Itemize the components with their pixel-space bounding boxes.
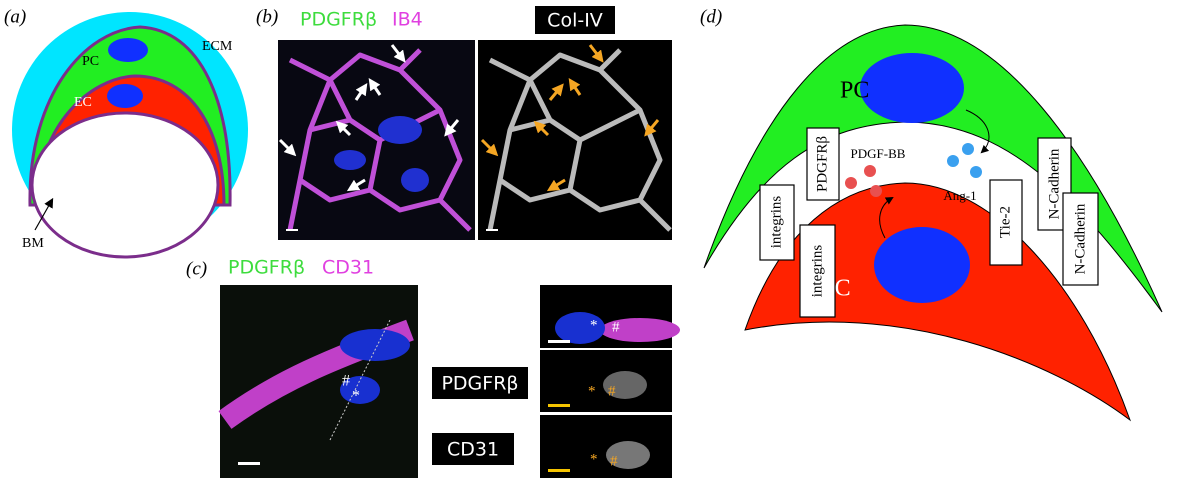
cadherin-box <box>1062 192 1099 286</box>
micrograph <box>540 415 672 478</box>
nuclei <box>378 116 422 144</box>
integrin-box <box>799 224 836 318</box>
panel-d: (d) PC EC PDGFRβ integrins integrins Tie… <box>700 6 1163 422</box>
ang1-molecule <box>962 143 974 155</box>
arrow <box>965 109 990 154</box>
arrow <box>346 178 366 192</box>
pericyte <box>703 24 1163 313</box>
stain-label: IB4 <box>392 9 423 31</box>
ang1-molecule <box>970 166 982 178</box>
marker: # <box>608 383 616 399</box>
scale-bar <box>548 340 570 343</box>
marker: # <box>612 319 620 335</box>
ligand-label: PDGF-BB <box>851 146 906 161</box>
nuclei <box>401 168 429 192</box>
nucleus <box>108 38 148 62</box>
nuclei <box>555 312 605 344</box>
bm-label: BM <box>22 236 44 251</box>
arrow <box>546 178 566 192</box>
stain-label: CD31 <box>322 257 374 279</box>
panel-label: (a) <box>4 6 26 27</box>
panel-label: (b) <box>256 6 278 27</box>
signal <box>603 371 647 399</box>
arrow <box>644 119 660 137</box>
arrow <box>879 196 894 239</box>
arrow <box>278 138 297 157</box>
nucleus <box>860 53 964 123</box>
scale-bar <box>548 469 570 472</box>
marker: * <box>588 383 596 399</box>
scale-bar <box>486 229 498 231</box>
pc-label: PC <box>82 54 99 69</box>
arrow <box>480 138 499 157</box>
nucleus <box>107 84 143 108</box>
arrow <box>444 119 460 137</box>
lumen <box>30 111 220 259</box>
stain-label: PDGFRβ <box>300 9 377 31</box>
marker: # <box>342 373 350 390</box>
cadherin-label: N-Cadherin <box>1072 203 1088 274</box>
ec-label: EC <box>74 95 92 110</box>
pdgf-bb-molecule <box>870 185 882 197</box>
nuclei <box>334 150 366 170</box>
stain-label: PDGFRβ <box>228 257 305 279</box>
panel-label: (d) <box>700 6 722 27</box>
nuclei <box>340 376 380 404</box>
pc-label: PC <box>840 78 869 104</box>
pdgf-bb-molecule <box>864 165 876 177</box>
arrow <box>548 83 564 101</box>
vessel-network <box>287 48 472 232</box>
marker: # <box>610 453 618 469</box>
panel-c: (c) PDGFRβ CD31 # * PDGFRβ CD31 # * # * … <box>186 257 680 478</box>
arrow <box>335 120 352 137</box>
panel-a: (a) PC ECM EC BM <box>4 6 248 259</box>
ang1-molecule <box>947 155 959 167</box>
vessel-network <box>487 48 672 232</box>
marker: * <box>352 388 360 405</box>
receptor-box <box>806 127 840 201</box>
panel-label: (c) <box>186 258 207 279</box>
receptor-label: PDGFRβ <box>814 136 830 192</box>
signal <box>606 441 650 469</box>
ligand-label: Ang-1 <box>943 188 976 203</box>
row-label: PDGFRβ <box>441 373 518 395</box>
row-label: CD31 <box>447 439 499 461</box>
arrow <box>34 197 54 231</box>
arrow <box>588 44 604 63</box>
marker: * <box>590 451 598 467</box>
stain-box <box>535 6 615 34</box>
nuclei <box>340 329 410 361</box>
arrow <box>368 78 382 96</box>
marker: * <box>590 317 598 333</box>
ecm-label: ECM <box>202 39 233 54</box>
tie2-label: Tie-2 <box>997 206 1013 238</box>
scale-bar <box>238 462 260 465</box>
pdgf-bb-molecule <box>845 177 857 189</box>
cadherin-label: N-Cadherin <box>1046 148 1062 219</box>
arrow <box>390 44 406 63</box>
scale-bar <box>548 404 570 407</box>
arrow <box>568 78 582 96</box>
nucleus <box>874 227 970 303</box>
panel-b: (b) PDGFRβ IB4 Col-IV <box>256 6 672 240</box>
stain-label: Col-IV <box>547 10 603 32</box>
integrin-box <box>759 184 795 261</box>
micrograph <box>220 285 418 478</box>
endothelial-cell <box>744 182 1132 422</box>
vessel <box>600 318 680 342</box>
tie2-box <box>989 179 1023 266</box>
row-label-box <box>432 433 514 465</box>
arrow <box>533 120 550 137</box>
arrow <box>354 83 368 101</box>
row-label-box <box>432 367 528 399</box>
integrin-label: integrins <box>768 196 784 249</box>
scale-bar <box>286 229 298 231</box>
integrin-label: integrins <box>809 245 825 298</box>
